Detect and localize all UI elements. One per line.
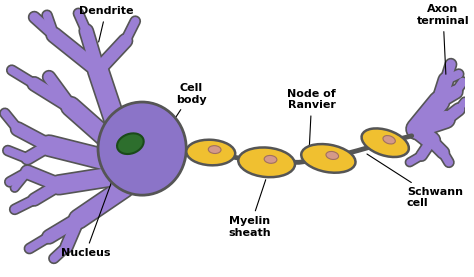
Ellipse shape <box>98 102 186 195</box>
Ellipse shape <box>264 155 277 163</box>
Text: Schwann
cell: Schwann cell <box>367 154 463 208</box>
Ellipse shape <box>301 144 356 173</box>
Ellipse shape <box>362 129 409 157</box>
Text: Axon
terminal: Axon terminal <box>417 4 469 74</box>
Text: Node of
Ranvier: Node of Ranvier <box>287 89 336 156</box>
Ellipse shape <box>117 133 144 154</box>
Text: Nucleus: Nucleus <box>61 149 124 258</box>
Text: Cell
body: Cell body <box>163 83 207 137</box>
Ellipse shape <box>238 147 295 177</box>
Ellipse shape <box>383 135 395 144</box>
Text: Dendrite: Dendrite <box>79 6 133 42</box>
Text: Myelin
sheath: Myelin sheath <box>228 180 271 238</box>
Ellipse shape <box>326 152 338 160</box>
Ellipse shape <box>208 146 221 153</box>
Ellipse shape <box>186 140 235 165</box>
